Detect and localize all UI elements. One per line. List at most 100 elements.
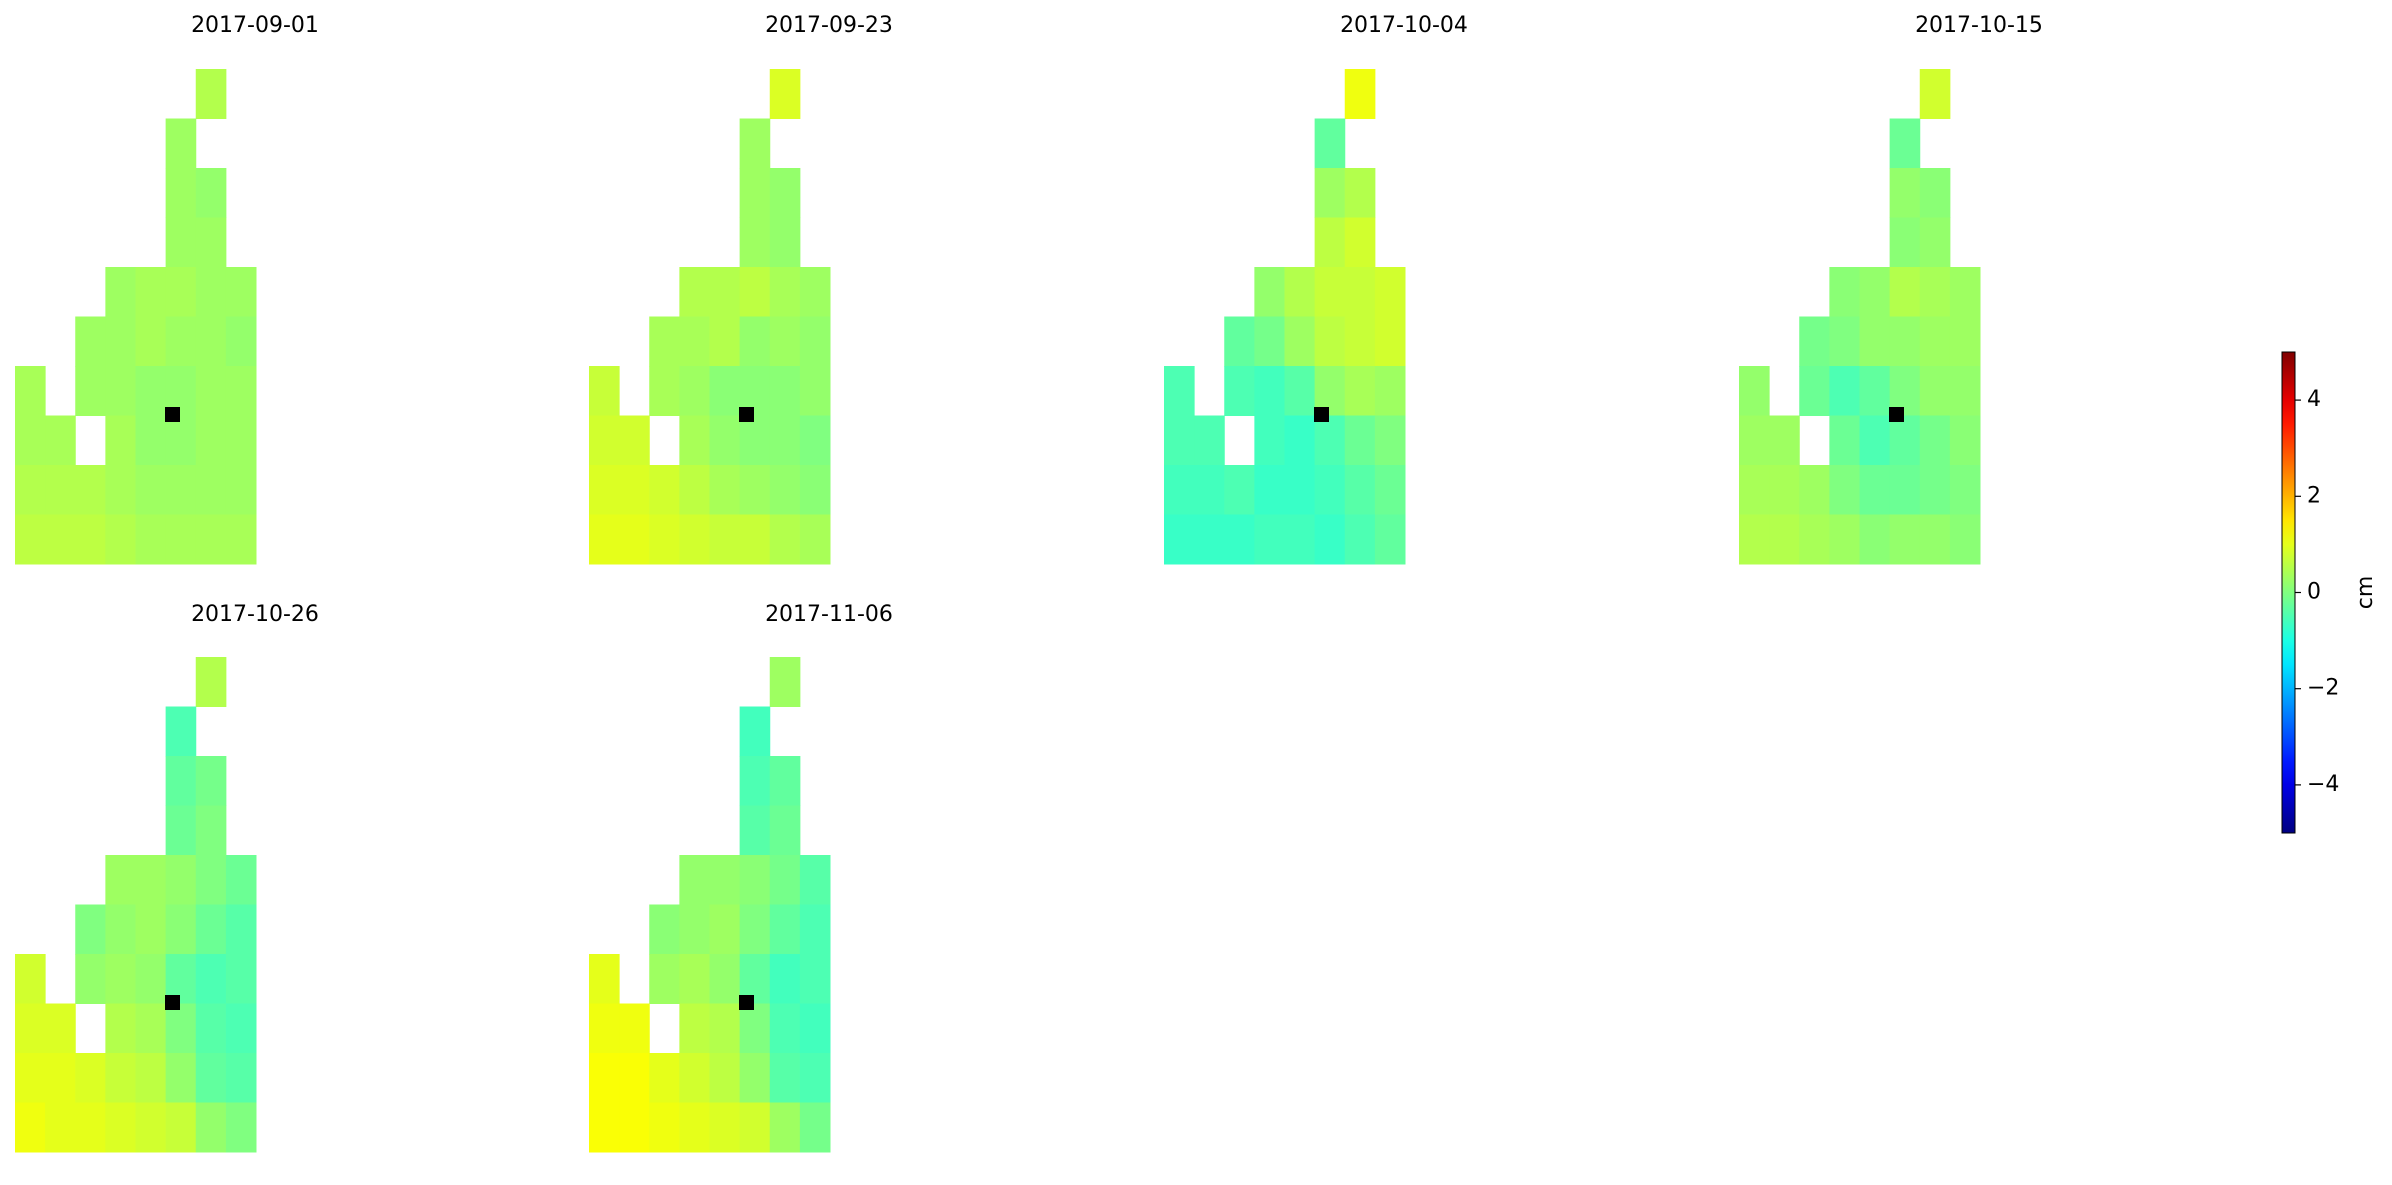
pixel-cell [135,1003,167,1054]
pixel-cell [1829,465,1860,515]
pixel-cell [1859,366,1891,416]
pixel-cell [709,1102,741,1153]
pixel-cell [709,316,741,367]
pixel-cell [769,316,801,367]
pixel-cell [45,1102,76,1153]
pixel-cell [1374,267,1406,317]
pixel-cell [15,954,46,1004]
pixel-cell [1859,415,1891,466]
reference-point [165,407,180,422]
pixel-cell [225,267,257,317]
colorbar-tick-label: 2 [2307,483,2321,508]
pixel-cell [1314,465,1346,515]
pixel-cell [1769,465,1800,515]
pixel-cell [45,1003,76,1054]
pixel-cell [1739,514,1770,565]
pixel-cell [195,1102,227,1153]
pixel-cell [769,415,801,466]
pixel-cell [165,415,197,466]
pixel-cell [739,1053,771,1103]
pixel-cell [709,1003,741,1054]
pixel-cell [225,855,257,905]
pixel-cell [1224,514,1255,565]
pixel-cell [1949,465,1981,515]
pixel-cell [619,1053,650,1103]
pixel-cell [1769,514,1800,565]
pixel-cell [1919,465,1951,515]
pixel-cell [649,1053,680,1103]
pixel-cell [1314,168,1346,218]
pixel-cell [649,1102,680,1153]
pixel-cell [105,514,136,565]
pixel-cell [105,1003,136,1054]
pixel-cell [165,217,197,268]
pixel-cell [165,1102,197,1153]
pixel-cell [589,1102,620,1153]
pixel-cell [105,465,136,515]
pixel-cell [619,1003,650,1054]
pixel-cell [1344,69,1376,119]
pixel-cell [1164,514,1195,565]
reference-point [739,995,754,1010]
pixel-cell [709,267,741,317]
colorbar-tick-label: −2 [2307,676,2339,701]
pixel-cell [1889,316,1921,367]
pixel-cell [1889,514,1921,565]
pixel-cell [1859,514,1891,565]
pixel-cell [195,267,227,317]
pixel-cell [135,1102,167,1153]
pixel-cell [769,657,801,707]
pixel-cell [709,855,741,905]
pixel-cell [105,855,136,905]
pixel-cell [649,904,680,955]
pixel-cell [135,366,167,416]
pixel-cell [679,366,710,416]
pixel-cell [135,1053,167,1103]
pixel-cell [1224,465,1255,515]
pixel-cell [739,855,771,905]
pixel-cell [619,465,650,515]
pixel-cell [15,1053,46,1103]
pixel-cell [195,657,227,707]
pixel-cell [799,1003,831,1054]
pixel-cell [165,855,197,905]
pixel-cell [739,904,771,955]
pixel-cell [679,415,710,466]
pixel-cell [1224,316,1255,367]
pixel-cell [165,904,197,955]
reference-point [1889,407,1904,422]
pixel-cell [799,1053,831,1103]
pixel-cell [225,514,257,565]
pixel-cell [1889,465,1921,515]
pixel-cell [165,316,197,367]
pixel-cell [1829,267,1860,317]
pixel-cell [1254,267,1285,317]
pixel-cell [105,904,136,955]
pixel-cell [195,954,227,1004]
pixel-cell [589,1003,620,1054]
pixel-cell [769,805,801,856]
pixel-cell [739,465,771,515]
pixel-cell [15,514,46,565]
colorbar-tick-label: −4 [2307,772,2339,797]
pixel-cell [799,1102,831,1153]
pixel-cell [619,415,650,466]
pixel-cell [799,465,831,515]
pixel-cell [1919,316,1951,367]
pixel-cell [769,855,801,905]
pixel-cell [1254,514,1285,565]
pixel-cell [165,168,197,218]
pixel-cell [135,316,167,367]
pixel-cell [1314,217,1346,268]
pixel-cell [225,366,257,416]
pixel-cell [1919,415,1951,466]
pixel-cell [679,855,710,905]
pixel-cell [1889,267,1921,317]
pixel-cell [769,1003,801,1054]
pixel-cell [1344,465,1376,515]
pixel-cell [649,514,680,565]
pixel-cell [165,756,197,806]
pixel-cell [135,954,167,1004]
pixel-cell [165,1053,197,1103]
